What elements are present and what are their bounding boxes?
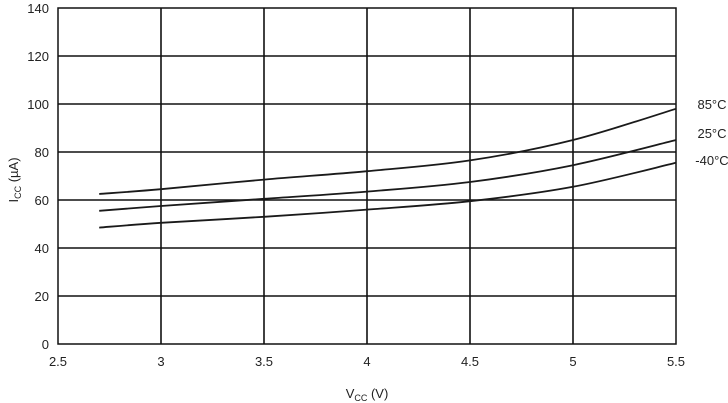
- x-tick-label: 5: [569, 354, 576, 369]
- x-tick-label: 3.5: [255, 354, 273, 369]
- x-tick-label: 2.5: [49, 354, 67, 369]
- series-line: [99, 107, 677, 195]
- series-label: 85°C: [697, 97, 726, 112]
- x-axis-title: VCC (V): [346, 386, 389, 403]
- y-tick-label: 40: [35, 241, 49, 256]
- series-labels: 85°C 25°C -40°C: [695, 97, 728, 168]
- series-line: [99, 139, 677, 212]
- y-tick-labels: 0 20 40 60 80 100 120 140: [27, 1, 49, 352]
- y-tick-label: 20: [35, 289, 49, 304]
- x-tick-label: 4.5: [461, 354, 479, 369]
- y-tick-label: 80: [35, 145, 49, 160]
- x-tick-label: 5.5: [667, 354, 685, 369]
- y-tick-label: 100: [27, 97, 49, 112]
- x-tick-label: 3: [157, 354, 164, 369]
- y-tick-label: 60: [35, 193, 49, 208]
- x-tick-labels: 2.5 3 3.5 4 4.5 5 5.5: [49, 354, 685, 369]
- series-label: -40°C: [695, 153, 728, 168]
- series-line: [99, 161, 677, 229]
- series-layer: [99, 107, 677, 229]
- plot-frame: [57, 7, 677, 345]
- y-tick-label: 140: [27, 1, 49, 16]
- series-label: 25°C: [697, 126, 726, 141]
- y-tick-label: 0: [42, 337, 49, 352]
- x-tick-label: 4: [363, 354, 370, 369]
- y-tick-label: 120: [27, 49, 49, 64]
- grid: [58, 8, 676, 344]
- y-axis-title: ICC (µA): [6, 157, 23, 202]
